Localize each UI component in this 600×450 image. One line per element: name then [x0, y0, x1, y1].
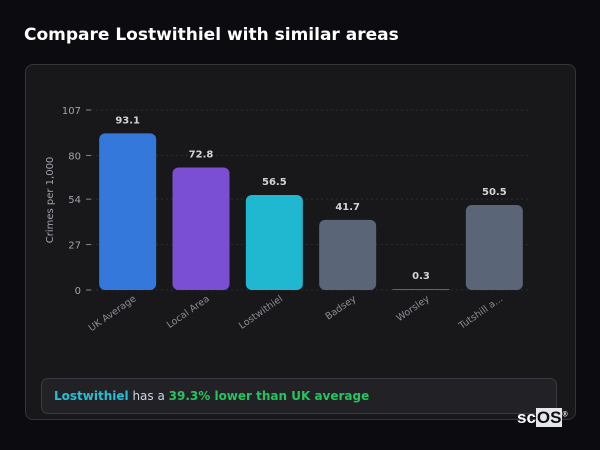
data-label: 93.1	[115, 115, 140, 126]
y-tick-label: 0	[75, 286, 81, 297]
y-tick-label: 54	[68, 195, 81, 206]
logo-text-box: OS	[535, 408, 563, 427]
x-tick-label: Badsey	[324, 293, 359, 322]
summary-box: Lostwithiel has a 39.3% lower than UK av…	[41, 378, 557, 414]
summary-highlight: 39.3% lower than UK average	[168, 389, 370, 403]
data-label: 56.5	[262, 177, 287, 188]
summary-area: Lostwithiel	[54, 389, 129, 403]
page-title: Compare Lostwithiel with similar areas	[24, 25, 399, 45]
data-label: 0.3	[412, 271, 430, 282]
y-tick-label: 107	[62, 106, 81, 117]
x-tick-label: Worsley	[395, 293, 432, 324]
bar	[319, 219, 377, 290]
x-tick-label: UK Average	[87, 293, 139, 334]
y-tick-label: 27	[68, 241, 81, 252]
y-tick-label: 80	[68, 151, 81, 162]
logo-text: sc	[517, 408, 536, 427]
bar	[465, 205, 523, 290]
data-label: 41.7	[335, 202, 360, 213]
x-tick-label: Local Area	[165, 293, 212, 330]
summary-text: has a	[128, 389, 169, 403]
bar	[99, 133, 157, 290]
bar	[172, 167, 230, 290]
logo-mark: ®	[562, 411, 568, 419]
x-tick-label: Lostwithiel	[237, 293, 285, 331]
bar	[392, 289, 450, 290]
data-label: 50.5	[482, 187, 507, 198]
bar	[245, 194, 303, 290]
scos-logo: scOS®	[517, 408, 568, 428]
x-tick-label: Tutshill a...	[456, 293, 505, 332]
data-label: 72.8	[189, 150, 214, 161]
y-axis-label: Crimes per 1,000	[45, 157, 56, 244]
